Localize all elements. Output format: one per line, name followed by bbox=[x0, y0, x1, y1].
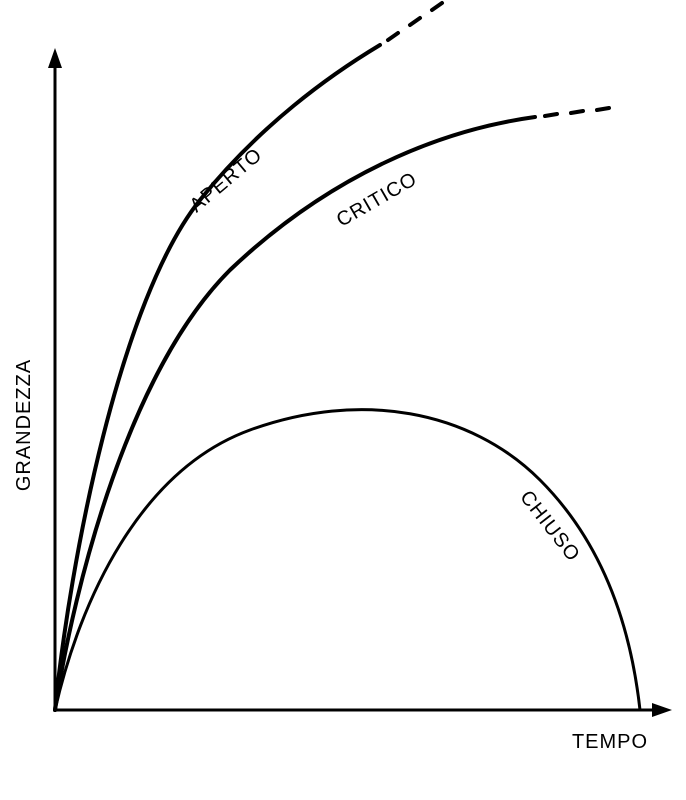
curve-chiuso bbox=[55, 410, 640, 710]
x-axis-label: TEMPO bbox=[572, 731, 648, 753]
y-axis-label: GRANDEZZA bbox=[13, 359, 35, 491]
curve-critico bbox=[55, 117, 535, 710]
curve-aperto-dots bbox=[388, 3, 442, 40]
y-axis-arrow bbox=[48, 48, 62, 68]
curve-aperto bbox=[55, 45, 380, 710]
curve-label-aperto: APERTO bbox=[186, 144, 267, 217]
curve-critico-dots bbox=[545, 108, 609, 116]
x-axis-arrow bbox=[652, 703, 672, 717]
curve-label-chiuso: CHIUSO bbox=[515, 487, 584, 567]
chart: APERTO CRITICO CHIUSO GRANDEZZA TEMPO bbox=[0, 0, 686, 800]
curve-label-critico: CRITICO bbox=[333, 168, 421, 232]
